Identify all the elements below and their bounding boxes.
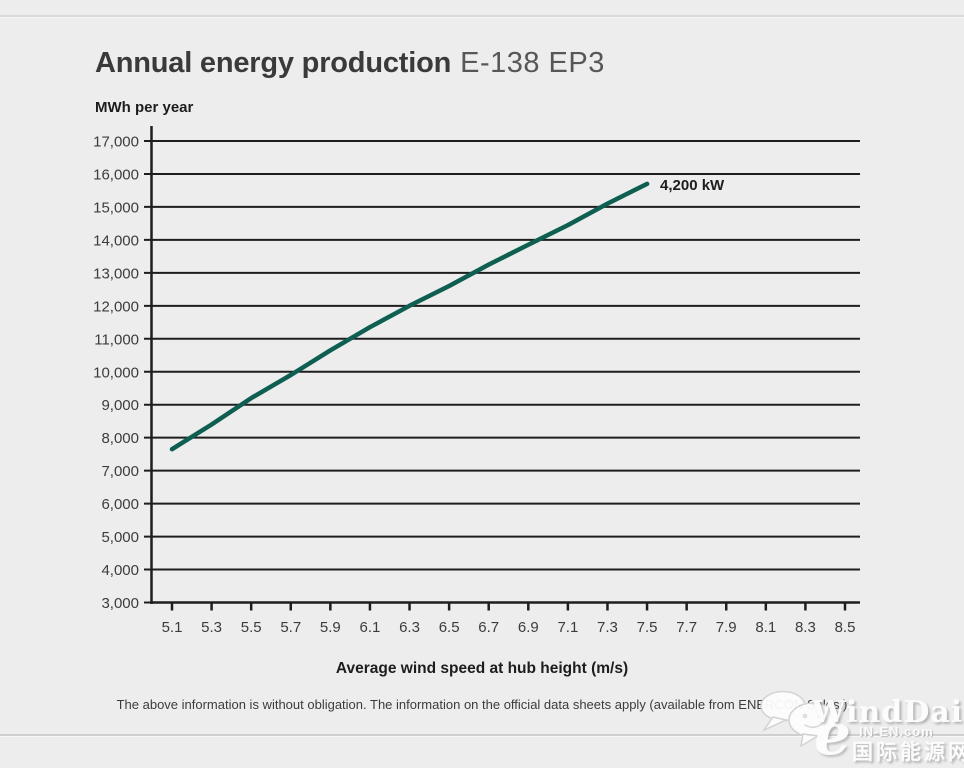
y-tick-label: 4,000 [101, 562, 139, 579]
x-tick-label: 7.9 [716, 619, 737, 636]
y-tick-label: 8,000 [101, 430, 139, 447]
x-tick-label: 8.3 [795, 619, 816, 636]
y-tick-label: 9,000 [101, 397, 139, 414]
y-tick-label: 12,000 [93, 298, 139, 315]
y-tick-label: 7,000 [101, 463, 139, 480]
series-power-annotation: 4,200 kW [660, 177, 725, 194]
y-tick-label: 16,000 [93, 166, 139, 183]
x-tick-label: 5.5 [241, 619, 262, 636]
x-tick-label: 6.1 [360, 619, 381, 636]
x-tick-label: 7.3 [597, 619, 618, 636]
page-title-main: Annual energy production [95, 47, 452, 79]
x-tick-label: 8.5 [835, 619, 856, 636]
x-tick-label: 5.9 [320, 619, 341, 636]
x-tick-label: 7.7 [676, 619, 697, 636]
x-tick-label: 5.1 [162, 619, 183, 636]
y-tick-label: 6,000 [101, 496, 139, 513]
y-tick-label: 3,000 [101, 595, 139, 612]
x-tick-label: 7.5 [637, 619, 658, 636]
disclaimer-text: The above information is without obligat… [116, 697, 848, 712]
x-tick-label: 6.7 [478, 619, 499, 636]
y-tick-label: 5,000 [101, 529, 139, 546]
x-tick-label: 5.3 [201, 619, 222, 636]
y-tick-label: 10,000 [93, 364, 139, 381]
y-tick-label: 17,000 [93, 134, 139, 151]
x-tick-label: 6.5 [439, 619, 460, 636]
page-title: Annual energy production E-138 EP3 [95, 47, 605, 79]
y-tick-label: 13,000 [93, 265, 139, 282]
top-divider [0, 15, 964, 18]
x-tick-label: 8.1 [755, 619, 776, 636]
x-tick-label: 6.3 [399, 619, 420, 636]
y-tick-label: 11,000 [94, 331, 139, 348]
y-tick-label: 14,000 [93, 232, 139, 249]
x-axis-title: Average wind speed at hub height (m/s) [335, 660, 629, 677]
x-tick-label: 5.7 [280, 619, 301, 636]
page-title-model: E-138 EP3 [460, 47, 605, 79]
production-curve [169, 181, 650, 452]
x-tick-label: 6.9 [518, 619, 539, 636]
y-tick-label: 15,000 [93, 199, 139, 216]
bottom-divider [0, 734, 964, 737]
y-axis-unit-label: MWh per year [95, 99, 194, 116]
x-tick-label: 7.1 [557, 619, 578, 636]
